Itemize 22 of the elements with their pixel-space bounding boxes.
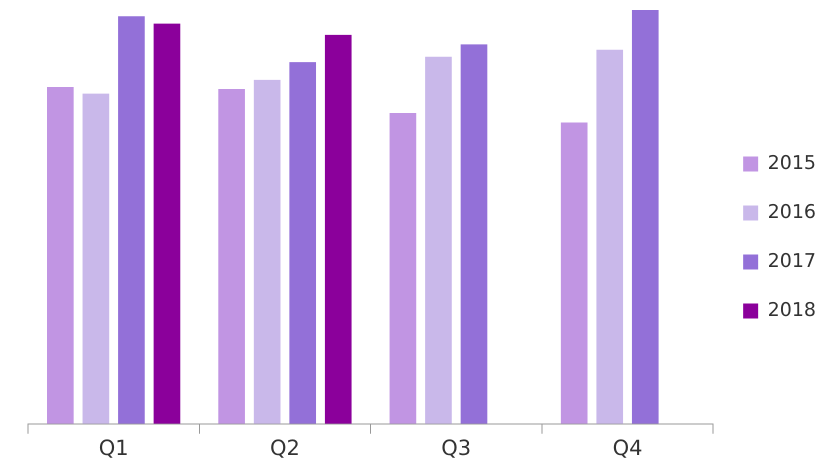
bar [118,16,145,424]
bar [324,34,352,424]
bar [632,10,659,424]
bar [560,122,588,424]
bar [425,56,452,424]
x-tick-label: Q3 [441,436,472,460]
bar [218,89,245,424]
bar [82,94,110,424]
legend-label: 2017 [768,250,816,272]
x-tick-label: Q4 [612,436,642,460]
legend-label: 2018 [768,298,816,321]
bar [460,44,488,424]
x-tick-label: Q1 [98,436,129,460]
legend-label: 2016 [768,200,816,223]
bar [254,80,280,424]
bar [596,50,624,424]
x-tick-label: Q2 [270,436,300,460]
bar [154,24,180,424]
bar [289,62,316,424]
bar [390,113,416,424]
bar [47,86,74,424]
legend-label: 2015 [768,152,816,174]
